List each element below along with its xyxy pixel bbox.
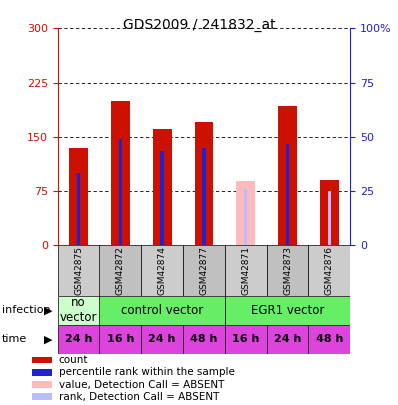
Bar (267, 325, 308, 354)
Bar (183, 245, 225, 296)
Text: 48 h: 48 h (190, 335, 218, 344)
Text: GSM42872: GSM42872 (116, 246, 125, 295)
Bar (328, 191, 331, 245)
Text: infection: infection (2, 305, 51, 315)
Bar (202, 147, 206, 245)
Bar (58, 325, 100, 354)
Text: value, Detection Call = ABSENT: value, Detection Call = ABSENT (59, 379, 224, 390)
Text: 24 h: 24 h (148, 335, 176, 344)
Bar (69, 147, 88, 245)
Bar (308, 245, 350, 296)
Text: GSM42875: GSM42875 (74, 246, 83, 295)
Bar (153, 130, 172, 245)
Bar (244, 189, 248, 245)
Text: 16 h: 16 h (232, 335, 259, 344)
Text: GSM42876: GSM42876 (325, 246, 334, 295)
Bar (320, 180, 339, 245)
Text: GSM42877: GSM42877 (199, 246, 209, 295)
Bar (100, 296, 225, 325)
Bar (225, 325, 267, 354)
Bar (77, 173, 80, 245)
Text: ▶: ▶ (43, 335, 52, 344)
Text: control vector: control vector (121, 304, 203, 317)
Text: 24 h: 24 h (274, 335, 301, 344)
Bar (32, 357, 52, 363)
Text: GDS2009 / 241832_at: GDS2009 / 241832_at (123, 18, 275, 32)
Text: time: time (2, 335, 27, 344)
Text: GSM42871: GSM42871 (241, 246, 250, 295)
Text: 16 h: 16 h (107, 335, 134, 344)
Bar (141, 325, 183, 354)
Bar (160, 151, 164, 245)
Bar (141, 245, 183, 296)
Bar (100, 325, 141, 354)
Bar (119, 139, 122, 245)
Bar (267, 245, 308, 296)
Bar (195, 122, 213, 245)
Text: no
vector: no vector (60, 296, 98, 324)
Bar (32, 369, 52, 376)
Text: percentile rank within the sample: percentile rank within the sample (59, 367, 234, 377)
Bar (32, 381, 52, 388)
Text: rank, Detection Call = ABSENT: rank, Detection Call = ABSENT (59, 392, 219, 402)
Text: ▶: ▶ (43, 305, 52, 315)
Bar (225, 296, 350, 325)
Bar (111, 100, 130, 245)
Text: EGR1 vector: EGR1 vector (251, 304, 324, 317)
Text: GSM42873: GSM42873 (283, 246, 292, 295)
Text: 48 h: 48 h (316, 335, 343, 344)
Bar (58, 245, 100, 296)
Text: GSM42874: GSM42874 (158, 246, 167, 295)
Bar (183, 325, 225, 354)
Bar (236, 181, 255, 245)
Bar (100, 245, 141, 296)
Bar (58, 296, 100, 325)
Bar (308, 325, 350, 354)
Bar (32, 394, 52, 400)
Text: count: count (59, 355, 88, 365)
Bar (278, 106, 297, 245)
Text: 24 h: 24 h (65, 335, 92, 344)
Bar (286, 144, 289, 245)
Bar (225, 245, 267, 296)
